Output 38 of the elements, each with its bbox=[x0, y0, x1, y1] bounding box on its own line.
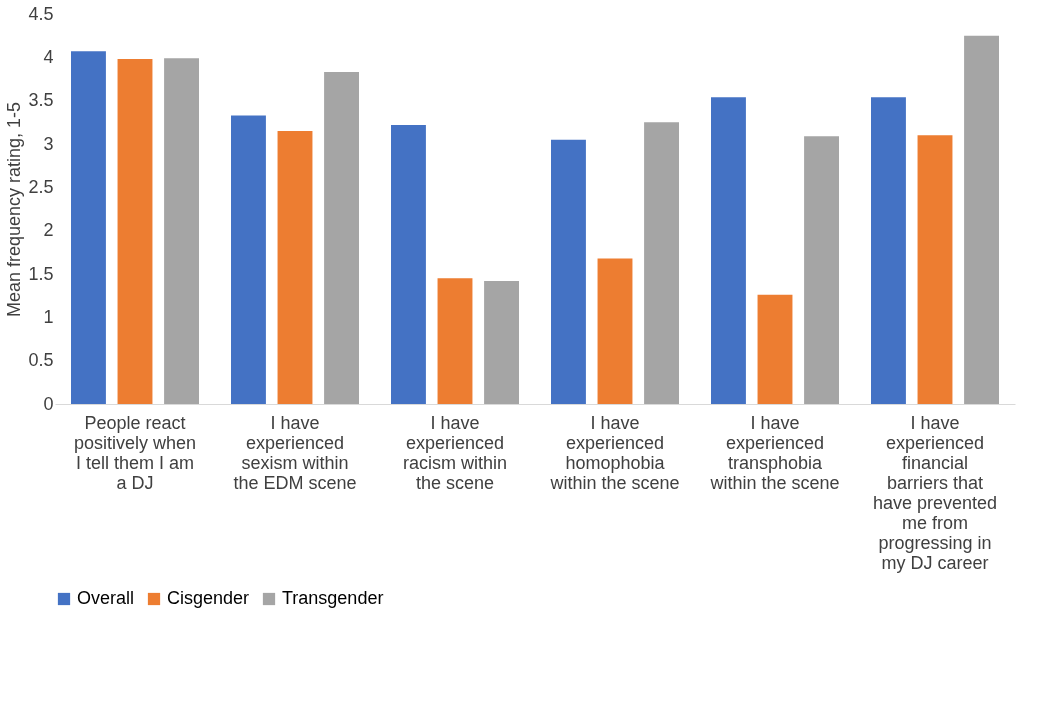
bar bbox=[164, 58, 199, 404]
bar bbox=[757, 294, 793, 404]
legend-label: Overall bbox=[77, 588, 135, 608]
y-tick-label: 3 bbox=[43, 133, 54, 154]
legend-label: Cisgender bbox=[167, 588, 250, 608]
bar bbox=[964, 35, 999, 404]
bar bbox=[917, 135, 953, 404]
x-tick-label: I have experienced racism within the scene bbox=[402, 412, 508, 493]
x-tick-label: People react positively when I tell them I am a DJ bbox=[73, 412, 197, 493]
bar bbox=[644, 122, 679, 404]
bar bbox=[71, 51, 106, 404]
x-tick-label: I have experienced transphobia within the scene bbox=[709, 412, 840, 493]
y-tick-label: 2.5 bbox=[28, 176, 54, 197]
y-axis-title: Mean frequency rating, 1-5 bbox=[4, 101, 25, 318]
x-tick-label: I have experienced financial barriers that have prevented me from progressing in my DJ career bbox=[872, 412, 998, 573]
bar bbox=[484, 280, 519, 404]
y-tick-label: 3.5 bbox=[28, 90, 54, 111]
legend-label: Transgender bbox=[282, 588, 384, 608]
y-tick-label: 0.5 bbox=[28, 350, 54, 371]
y-tick-label: 4 bbox=[43, 46, 54, 67]
bar bbox=[391, 124, 426, 404]
bar bbox=[324, 72, 359, 404]
bar bbox=[277, 131, 313, 404]
y-tick-label: 1 bbox=[43, 306, 54, 327]
bar bbox=[437, 278, 473, 404]
bar bbox=[231, 115, 266, 404]
bar bbox=[551, 139, 586, 404]
bar bbox=[871, 97, 906, 404]
x-tick-label: I have experienced sexism within the EDM scene bbox=[233, 412, 357, 493]
y-tick-label: 2 bbox=[43, 220, 54, 241]
x-tick-label: I have experienced homophobia within the scene bbox=[549, 412, 680, 493]
bar bbox=[597, 258, 633, 404]
bar bbox=[711, 97, 746, 404]
bar bbox=[804, 136, 839, 404]
y-tick-label: 1.5 bbox=[28, 263, 54, 284]
bar bbox=[117, 59, 153, 404]
y-tick-label: 0 bbox=[43, 393, 54, 414]
y-tick-label: 4.5 bbox=[28, 3, 54, 24]
